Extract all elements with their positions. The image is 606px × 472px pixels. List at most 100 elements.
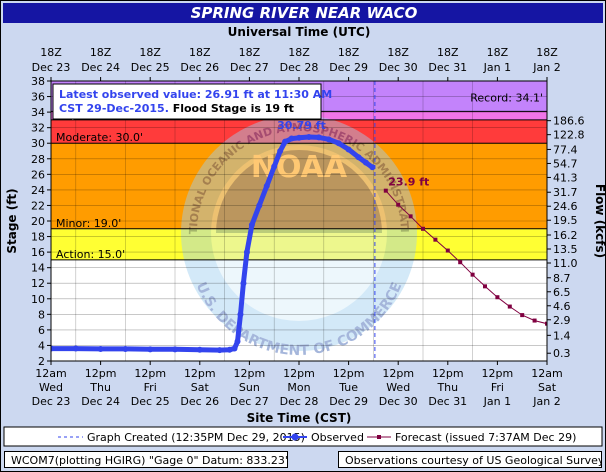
top-tick-time: 18Z [90, 46, 112, 59]
peak-label: 30.79 ft [277, 119, 326, 132]
flow-tick-label: 4.6 [553, 300, 571, 313]
y-tick-label: 26 [31, 168, 45, 181]
forecast-point [495, 295, 500, 300]
bottom-tick-date: Dec 27 [230, 395, 269, 408]
seal-center-text: NOAA [251, 150, 348, 185]
bottom-tick-time: 12am [35, 367, 66, 380]
observed-point [305, 134, 312, 140]
bottom-tick-date: Dec 28 [280, 395, 319, 408]
flow-tick-label: 13.5 [553, 243, 578, 256]
band-label-moderate: Moderate: 30.0' [56, 131, 143, 144]
bottom-tick-date: Dec 30 [379, 395, 418, 408]
flow-tick-label: 6.5 [553, 286, 571, 299]
flow-tick-label: 16.2 [553, 229, 578, 242]
latest-value-box [52, 83, 322, 120]
legend-created-text: Graph Created (12:35PM Dec 29, 2015) [87, 431, 305, 444]
top-axis-ticks: 18Z Dec 23 18Z Dec 24 18Z Dec 25 18Z Dec 26 18Z D… [32, 46, 561, 81]
observed-point [335, 140, 342, 147]
flow-tick-label: 2.9 [553, 314, 571, 327]
observed-point [271, 163, 278, 170]
bottom-tick-date: Dec 25 [131, 395, 170, 408]
latest-value-line1: Latest observed value: 26.91 ft at 11:30… [59, 88, 332, 101]
y-tick-label: 34 [31, 106, 45, 119]
band-moderate [51, 119, 547, 144]
forecast-point [507, 304, 512, 309]
forecast-point [445, 248, 450, 253]
legend-forecast-swatch-dot [377, 435, 381, 439]
bottom-tick-weekday: Tue [338, 381, 358, 394]
forecast-point [545, 321, 547, 326]
top-tick-time: 18Z [387, 46, 409, 59]
flow-tick-label: 41.3 [553, 171, 578, 184]
chart-title: SPRING RIVER NEAR WACO [191, 4, 418, 22]
top-tick-date: Dec 30 [379, 61, 418, 74]
observed-point [362, 159, 369, 166]
y-tick-label: 28 [31, 153, 45, 166]
flow-tick-label: 11.0 [553, 257, 578, 270]
flood-stage-note: Flood Stage is 19 ft [169, 102, 294, 115]
top-axis-title: Universal Time (UTC) [228, 25, 371, 39]
observed-point [369, 164, 376, 171]
legend: Graph Created (12:35PM Dec 29, 2015) Obse… [3, 426, 603, 447]
y-tick-label: 32 [31, 122, 45, 135]
observed-point [243, 249, 250, 256]
y-tick-label: 18 [31, 231, 45, 244]
seal-inner-disc [211, 145, 387, 321]
y-tick-label: 38 [31, 75, 45, 88]
flow-tick-label: 19.5 [553, 214, 578, 227]
gage-datum-note: WCOM7(plotting HGIRG) "Gage 0" Datum: 83… [4, 451, 288, 468]
top-tick-date: Jan 2 [532, 61, 560, 74]
forecast-point [408, 214, 413, 219]
bottom-tick-date: Dec 31 [428, 395, 467, 408]
flow-tick-label: 77.4 [553, 143, 578, 156]
observed-point [315, 134, 322, 141]
forecast-point [458, 260, 463, 265]
bottom-tick-weekday: Thu [436, 381, 458, 394]
observations-credit: Observations courtesy of US Geological S… [338, 451, 602, 468]
hydrograph-chart: SPRING RIVER NEAR WACO Universal Time (U… [1, 1, 605, 447]
bottom-tick-time: 12pm [482, 367, 514, 380]
legend-observed-swatch-dot [291, 433, 299, 441]
observed-point [147, 346, 154, 353]
bottom-tick-time: 12pm [184, 367, 216, 380]
y-tick-label: 12 [31, 277, 45, 290]
series-layer [51, 134, 547, 354]
bottom-tick-time: 12pm [85, 367, 117, 380]
y-tick-label: 36 [31, 91, 45, 104]
forecast-point [483, 284, 487, 289]
y-tick-label: 16 [31, 246, 45, 259]
flow-axis-ticks: 0.3 1.4 2.94.66.58.7 11.013.516.2 19.524.631… [547, 115, 585, 360]
bottom-tick-date: Jan 2 [532, 395, 560, 408]
flow-tick-label: 54.7 [553, 157, 578, 170]
flow-tick-label: 31.7 [553, 186, 578, 199]
top-tick-time: 18Z [437, 46, 459, 59]
flow-tick-label: 1.4 [553, 329, 571, 342]
observed-point [51, 345, 54, 352]
observed-point [231, 345, 238, 352]
observed-point [355, 154, 362, 161]
y-axis-label: Stage (ft) [5, 188, 19, 253]
top-tick-date: Dec 29 [329, 61, 368, 74]
observed-point [256, 202, 263, 209]
forecast-series-line [385, 190, 547, 325]
y-tick-label: 8 [38, 308, 45, 321]
bottom-tick-weekday: Sun [239, 381, 260, 394]
top-tick-time: 18Z [189, 46, 211, 59]
observed-point [345, 146, 352, 153]
bottom-tick-weekday: Fri [144, 381, 157, 394]
observed-point [172, 346, 178, 353]
top-tick-date: Dec 26 [180, 61, 219, 74]
band-action [51, 228, 547, 260]
top-tick-time: 18Z [487, 46, 509, 59]
bottom-tick-time: 12am [531, 367, 562, 380]
bottom-tick-time: 12pm [333, 367, 365, 380]
bottom-tick-date: Dec 23 [32, 395, 71, 408]
observed-point [296, 134, 302, 141]
forecast-start-label: 23.9 ft [388, 176, 429, 189]
observed-point [196, 346, 203, 353]
bottom-tick-weekday: Wed [386, 381, 410, 394]
forecast-point [470, 272, 475, 277]
y-tick-label: 6 [38, 324, 45, 337]
top-tick-time: 18Z [338, 46, 360, 59]
